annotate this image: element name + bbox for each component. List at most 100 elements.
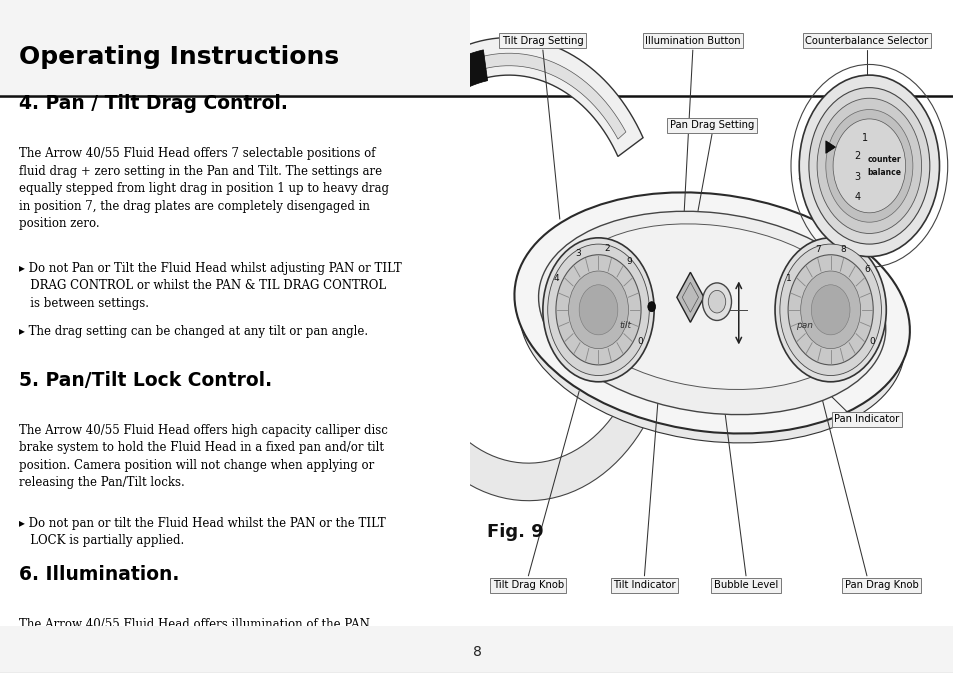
- Bar: [0, 69, 470, 98]
- Bar: [0, 667, 953, 673]
- Bar: [0, 29, 470, 97]
- Bar: [0, 52, 470, 97]
- Bar: [0, 57, 470, 97]
- Text: 1: 1: [861, 133, 866, 143]
- Bar: [0, 636, 953, 672]
- Bar: [0, 43, 470, 97]
- Bar: [0, 646, 953, 672]
- Bar: [0, 641, 953, 672]
- Bar: [0, 22, 470, 97]
- Bar: [0, 80, 470, 98]
- Text: 3: 3: [853, 172, 860, 182]
- Bar: [0, 76, 470, 98]
- Bar: [0, 645, 953, 672]
- Circle shape: [799, 75, 939, 256]
- Circle shape: [542, 238, 654, 382]
- Text: Bubble Level: Bubble Level: [713, 580, 778, 590]
- Bar: [0, 657, 953, 673]
- Bar: [0, 28, 470, 97]
- Text: 8: 8: [472, 645, 481, 659]
- Bar: [0, 46, 470, 97]
- Bar: [0, 650, 953, 672]
- Bar: [0, 20, 470, 97]
- Bar: [0, 55, 470, 97]
- Bar: [0, 663, 953, 673]
- Circle shape: [568, 271, 628, 349]
- Text: The Arrow 40/55 Fluid Head offers high capacity calliper disc
brake system to ho: The Arrow 40/55 Fluid Head offers high c…: [19, 424, 388, 489]
- Bar: [0, 50, 470, 97]
- Bar: [0, 65, 470, 98]
- Circle shape: [808, 87, 929, 244]
- Text: tilt: tilt: [618, 321, 631, 330]
- Bar: [0, 89, 470, 98]
- Bar: [0, 35, 470, 97]
- Bar: [0, 94, 470, 98]
- Bar: [0, 17, 470, 97]
- Bar: [0, 659, 953, 673]
- Bar: [0, 651, 953, 672]
- Bar: [0, 658, 953, 673]
- Circle shape: [647, 302, 655, 312]
- Bar: [0, 670, 953, 673]
- Bar: [0, 48, 470, 97]
- Bar: [0, 52, 470, 97]
- Bar: [0, 15, 470, 97]
- Bar: [0, 86, 470, 98]
- Polygon shape: [825, 141, 835, 153]
- Bar: [0, 635, 953, 672]
- Bar: [0, 63, 470, 97]
- Circle shape: [547, 244, 649, 376]
- Text: The Arrow 40/55 Fluid Head offers 7 selectable positions of
fluid drag + zero se: The Arrow 40/55 Fluid Head offers 7 sele…: [19, 147, 389, 230]
- Text: Pan Indicator: Pan Indicator: [834, 415, 899, 425]
- Bar: [0, 642, 953, 672]
- Bar: [0, 47, 470, 97]
- Bar: [0, 660, 953, 673]
- Bar: [0, 95, 470, 98]
- Bar: [0, 10, 470, 97]
- Bar: [0, 30, 470, 97]
- Bar: [0, 61, 470, 97]
- Ellipse shape: [538, 211, 884, 415]
- Bar: [0, 59, 470, 97]
- Text: 9: 9: [626, 257, 632, 267]
- Text: counter
balance: counter balance: [867, 155, 901, 176]
- Text: 2: 2: [603, 244, 609, 252]
- Bar: [0, 635, 953, 672]
- Bar: [0, 662, 953, 673]
- Text: Tilt Indicator: Tilt Indicator: [613, 580, 675, 590]
- Text: 4. Pan / Tilt Drag Control.: 4. Pan / Tilt Drag Control.: [19, 94, 288, 113]
- Bar: [0, 637, 953, 672]
- Text: 6: 6: [864, 265, 870, 274]
- Bar: [0, 11, 470, 97]
- Bar: [0, 93, 470, 98]
- Bar: [0, 97, 470, 98]
- Bar: [0, 668, 953, 673]
- Bar: [0, 63, 470, 98]
- Text: ▸ The drag setting can be changed at any tilt or pan angle.: ▸ The drag setting can be changed at any…: [19, 326, 368, 339]
- Bar: [0, 26, 470, 97]
- Bar: [0, 26, 470, 97]
- Bar: [0, 651, 953, 672]
- Text: 4: 4: [853, 192, 860, 202]
- Bar: [0, 88, 470, 98]
- Bar: [0, 633, 953, 672]
- Bar: [0, 668, 953, 673]
- Text: 1: 1: [785, 274, 791, 283]
- Circle shape: [825, 110, 912, 222]
- Bar: [0, 638, 953, 672]
- Bar: [0, 655, 953, 673]
- Bar: [0, 61, 470, 97]
- Text: 0: 0: [869, 336, 875, 346]
- Text: 4: 4: [553, 274, 558, 283]
- Bar: [0, 639, 953, 672]
- Bar: [0, 20, 470, 97]
- Bar: [0, 96, 470, 98]
- Bar: [0, 645, 953, 672]
- Bar: [0, 71, 470, 98]
- Bar: [0, 661, 953, 673]
- Text: Pan Drag Knob: Pan Drag Knob: [843, 580, 918, 590]
- Bar: [0, 653, 953, 673]
- Bar: [0, 49, 470, 97]
- Bar: [0, 641, 953, 672]
- Bar: [0, 67, 470, 98]
